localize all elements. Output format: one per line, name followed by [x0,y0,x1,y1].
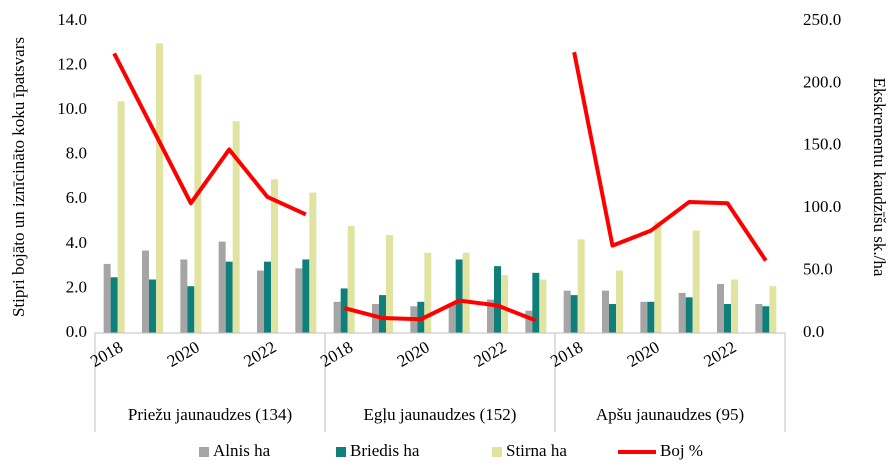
x-tick-label: 2022 [471,337,510,370]
bar [602,290,609,333]
bar [494,266,501,333]
x-tick-label: 2018 [87,337,126,370]
bar [340,288,348,333]
legend-label: Boj % [660,441,703,460]
line [572,51,768,262]
x-tick-label: 2020 [394,337,433,370]
y-axis-title: Stipri bojāto un iznīcināto koku īpatsva… [9,37,28,317]
x-tick-label: 2022 [241,337,280,370]
bar [448,304,456,333]
y2-tick-label: 100.0 [803,197,841,216]
bar [563,290,571,333]
bar [462,252,470,333]
group-label: Egļu jaunaudzes (152) [364,405,517,424]
bar [309,192,317,333]
bar [692,230,700,333]
x-tick-label: 2018 [317,337,356,370]
bar [570,295,578,333]
y2-tick-label: 0.0 [803,322,824,341]
bar [647,301,655,333]
bar [731,279,738,333]
y-tick-label: 6.0 [66,188,87,207]
bar [455,259,463,333]
legend-swatch [199,447,209,457]
bar [149,279,156,333]
bar [110,277,118,333]
bar [295,268,303,333]
bar [501,275,508,333]
legend-swatch [336,447,346,457]
bar [640,301,648,333]
y-tick-label: 4.0 [66,233,87,252]
bar [577,239,585,333]
y-tick-label: 2.0 [66,277,87,296]
y-tick-label: 0.0 [66,322,87,341]
bar [724,304,731,333]
y2-tick-label: 200.0 [803,72,841,91]
bar [769,286,777,333]
bar [187,286,195,333]
legend-swatch [492,447,502,457]
bar [142,250,149,333]
y-tick-label: 14.0 [57,10,87,29]
bar [225,261,233,333]
x-tick-label: 2018 [547,337,586,370]
group-label: Apšu jaunaudzes (95) [596,405,744,424]
legend-label: Stirna ha [506,441,567,460]
bar [347,226,355,333]
bar [156,43,163,334]
x-tick-label: 2020 [164,337,203,370]
bar [218,241,226,333]
bar [264,261,271,333]
bar [232,121,240,334]
bar [762,306,770,333]
bar [372,304,379,333]
y2-axis-title: Ekskrementu kaudzīšu sk./ha [870,78,889,277]
bar [302,259,310,333]
legend-label: Alnis ha [213,441,271,460]
bar [117,101,125,333]
bar [424,252,432,333]
y-tick-label: 12.0 [57,54,87,73]
bar [487,299,494,333]
bar [525,310,533,333]
bar [532,272,540,333]
bar [271,179,278,333]
line [112,52,307,217]
line [343,298,537,323]
bar [103,263,111,333]
bar [609,304,616,333]
bar [717,283,724,333]
legend-label: Briedis ha [350,441,420,460]
x-tick-label: 2020 [624,337,663,370]
y2-tick-label: 50.0 [803,260,833,279]
bar [333,301,341,333]
bar [257,270,264,333]
bar [678,292,686,333]
bar [194,74,202,333]
bar [539,279,547,333]
bar [685,297,693,333]
group-label: Priežu jaunaudzes (134) [128,405,292,424]
bar [654,221,662,333]
bar [386,234,393,333]
y-tick-label: 10.0 [57,99,87,118]
bar [379,295,386,333]
y2-tick-label: 250.0 [803,10,841,29]
x-tick-label: 2022 [701,337,740,370]
y-tick-label: 8.0 [66,144,87,163]
bar [755,304,763,333]
bar [180,259,188,333]
bar [616,270,623,333]
y2-tick-label: 150.0 [803,135,841,154]
